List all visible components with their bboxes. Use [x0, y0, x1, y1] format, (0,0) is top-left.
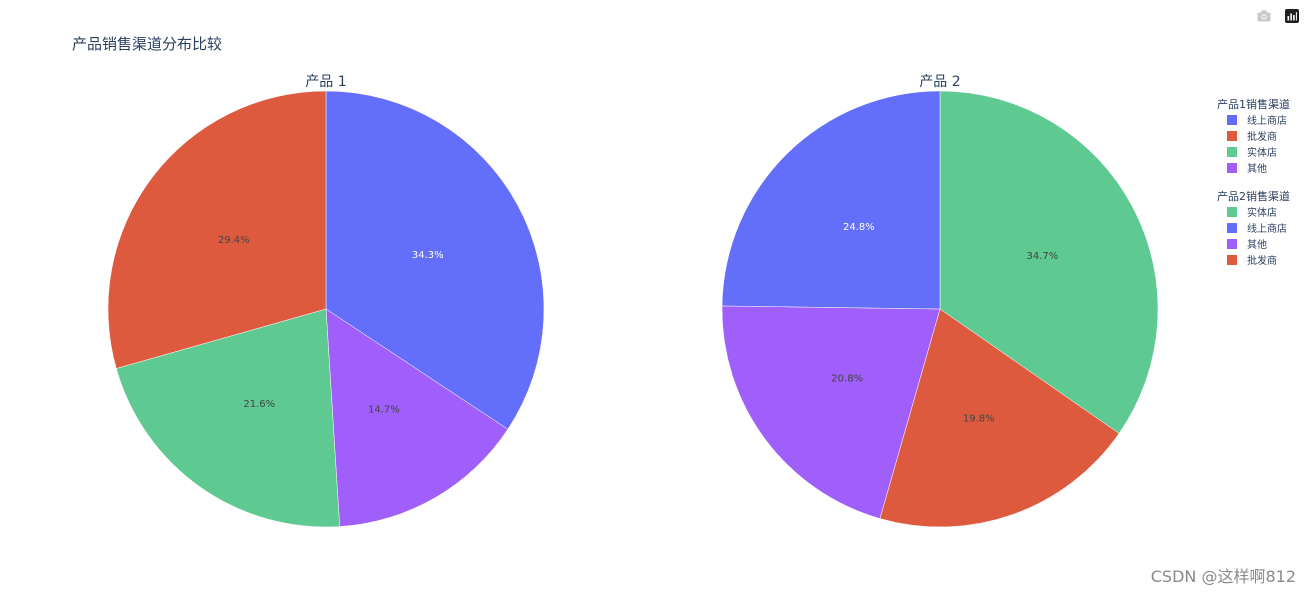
camera-icon[interactable] — [1256, 8, 1272, 24]
pie-2-slice-3[interactable] — [879, 308, 1120, 528]
pie-1-slice-0[interactable] — [325, 90, 545, 430]
pie-2-slice-1[interactable] — [721, 90, 941, 310]
chart-title: 产品销售渠道分布比较 — [72, 35, 222, 53]
pie-1-slice-2[interactable] — [115, 308, 340, 528]
pie-1-slice-3-label: 14.7% — [368, 405, 400, 416]
pie-2-slice-2[interactable] — [721, 305, 941, 519]
pie-2: 34.7% 19.8% 20.8% 24.8% — [721, 90, 1159, 528]
legend-1-item-1[interactable]: 批发商 — [1247, 130, 1277, 143]
legend-2-item-1[interactable]: 线上商店 — [1247, 222, 1287, 235]
legend-2-swatch-3[interactable] — [1227, 255, 1237, 265]
pie-2-title: 产品 2 — [919, 74, 960, 90]
pie-1-slice-3[interactable] — [325, 308, 509, 527]
pie-1: 34.3% 14.7% 21.6% 29.4% — [107, 90, 545, 528]
legend-1-title: 产品1销售渠道 — [1217, 97, 1290, 111]
legend-2-title: 产品2销售渠道 — [1217, 189, 1290, 203]
pie-1-slice-1-label: 29.4% — [218, 235, 250, 246]
legend-1-swatch-2[interactable] — [1227, 147, 1237, 157]
legend-1-item-3[interactable]: 其他 — [1247, 162, 1267, 175]
legend-1-swatch-1[interactable] — [1227, 131, 1237, 141]
legend-1-swatch-0[interactable] — [1227, 115, 1237, 125]
pie-1-slice-0-label: 34.3% — [412, 250, 444, 261]
legend-2-swatch-1[interactable] — [1227, 223, 1237, 233]
modebar — [1256, 8, 1300, 24]
legend-2-swatch-0[interactable] — [1227, 207, 1237, 217]
pie-1-slice-1[interactable] — [107, 90, 327, 369]
legend-1-swatch-3[interactable] — [1227, 163, 1237, 173]
legend-2-item-0[interactable]: 实体店 — [1247, 206, 1277, 219]
legend-2-item-2[interactable]: 其他 — [1247, 238, 1267, 251]
pie-1-title: 产品 1 — [305, 74, 346, 90]
legend-1-item-2[interactable]: 实体店 — [1247, 146, 1277, 159]
pie-1-slice-2-label: 21.6% — [243, 399, 275, 410]
plotly-logo-icon[interactable] — [1284, 8, 1300, 24]
pie-2-slice-3-label: 19.8% — [963, 413, 995, 424]
pie-2-slice-1-label: 24.8% — [843, 222, 875, 233]
pie-2-slice-0[interactable] — [939, 90, 1159, 434]
pie-2-slice-0-label: 34.7% — [1027, 251, 1059, 262]
legend-2-swatch-2[interactable] — [1227, 239, 1237, 249]
watermark-text: CSDN @这样啊812 — [1150, 567, 1296, 586]
legend-1-item-0[interactable]: 线上商店 — [1247, 114, 1287, 127]
pie-2-slice-2-label: 20.8% — [831, 373, 863, 384]
legend-2-item-3[interactable]: 批发商 — [1247, 254, 1277, 267]
